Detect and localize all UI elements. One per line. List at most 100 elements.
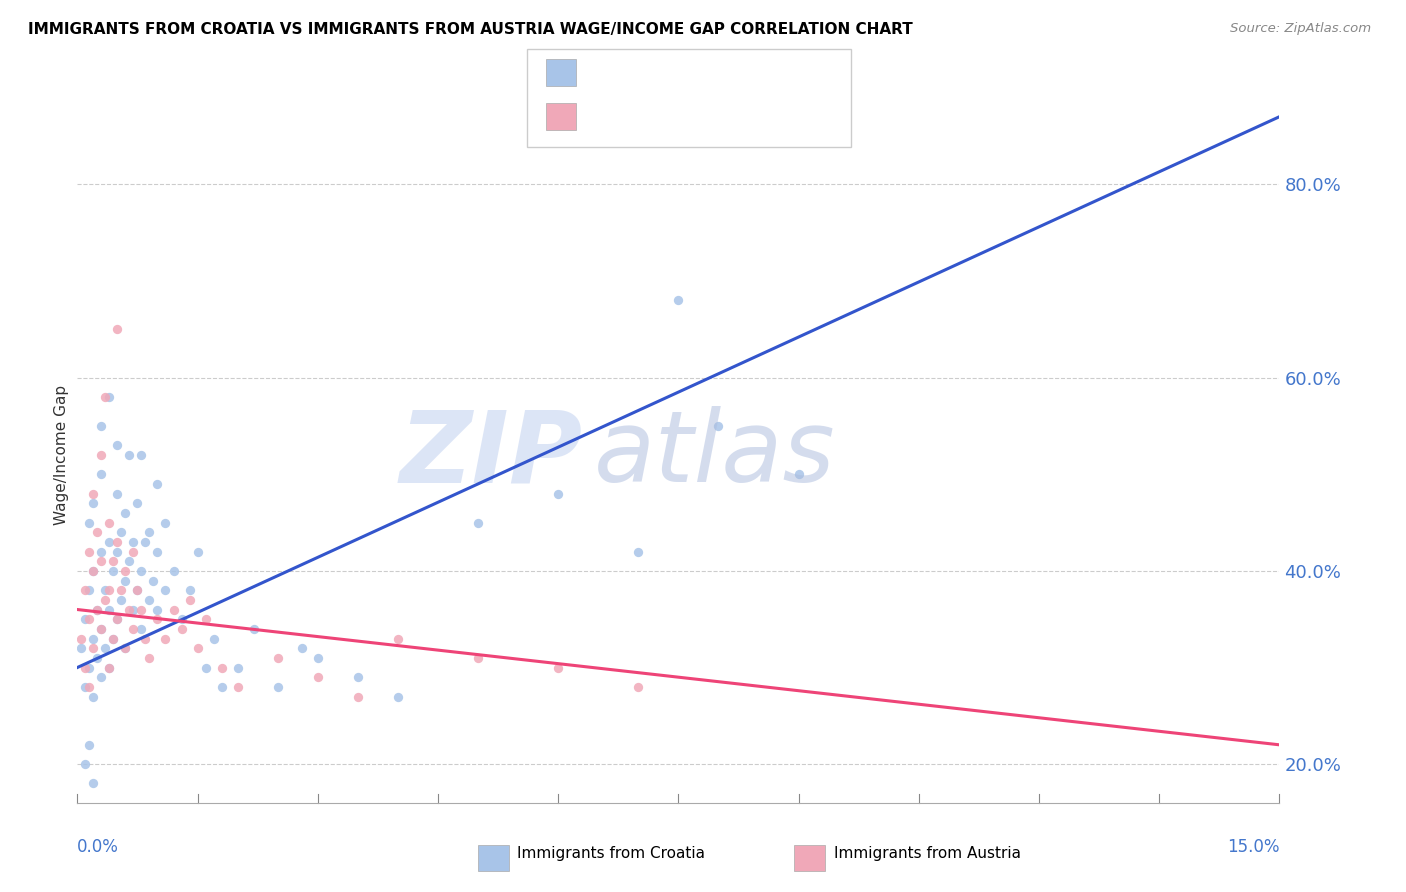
Text: R =  0.519   N = 75: R = 0.519 N = 75 bbox=[588, 67, 778, 85]
Point bbox=[170, 622, 193, 636]
Point bbox=[134, 632, 156, 646]
Point bbox=[82, 632, 104, 646]
Point bbox=[307, 651, 329, 665]
Text: 0.0%: 0.0% bbox=[77, 838, 120, 855]
Point bbox=[98, 660, 121, 674]
Point bbox=[114, 641, 136, 656]
Point bbox=[627, 544, 650, 558]
Point bbox=[110, 592, 132, 607]
Point bbox=[127, 496, 149, 510]
Point bbox=[82, 641, 104, 656]
Text: IMMIGRANTS FROM CROATIA VS IMMIGRANTS FROM AUSTRIA WAGE/INCOME GAP CORRELATION C: IMMIGRANTS FROM CROATIA VS IMMIGRANTS FR… bbox=[28, 22, 912, 37]
Text: Immigrants from Croatia: Immigrants from Croatia bbox=[517, 847, 706, 861]
Point bbox=[155, 632, 177, 646]
Point bbox=[547, 660, 569, 674]
Point bbox=[387, 690, 409, 704]
Point bbox=[146, 602, 169, 616]
Point bbox=[82, 486, 104, 500]
Point bbox=[103, 632, 125, 646]
Point bbox=[179, 592, 201, 607]
Point bbox=[122, 602, 145, 616]
Point bbox=[267, 680, 290, 694]
Point bbox=[467, 516, 489, 530]
Point bbox=[82, 690, 104, 704]
Point bbox=[668, 293, 690, 308]
Y-axis label: Wage/Income Gap: Wage/Income Gap bbox=[53, 384, 69, 525]
Point bbox=[170, 612, 193, 626]
Point bbox=[211, 680, 233, 694]
Point bbox=[75, 680, 97, 694]
Point bbox=[86, 525, 108, 540]
Point bbox=[110, 525, 132, 540]
Text: Immigrants from Austria: Immigrants from Austria bbox=[834, 847, 1021, 861]
Point bbox=[82, 496, 104, 510]
Point bbox=[138, 651, 160, 665]
Point bbox=[347, 670, 370, 684]
Point bbox=[90, 554, 112, 568]
Point bbox=[79, 544, 101, 558]
Point bbox=[122, 534, 145, 549]
Point bbox=[82, 564, 104, 578]
Point bbox=[107, 612, 129, 626]
Point bbox=[202, 632, 225, 646]
Point bbox=[94, 583, 117, 598]
Point bbox=[118, 554, 141, 568]
Point bbox=[194, 660, 217, 674]
Point bbox=[122, 544, 145, 558]
Point bbox=[787, 467, 810, 482]
Point bbox=[107, 544, 129, 558]
Point bbox=[194, 612, 217, 626]
Point bbox=[98, 516, 121, 530]
Point bbox=[291, 641, 314, 656]
Point bbox=[82, 776, 104, 790]
Point bbox=[94, 390, 117, 404]
Point bbox=[146, 476, 169, 491]
Point bbox=[90, 622, 112, 636]
Point bbox=[134, 534, 156, 549]
Point bbox=[138, 592, 160, 607]
Text: 15.0%: 15.0% bbox=[1227, 838, 1279, 855]
Text: R = -0.135   N = 52: R = -0.135 N = 52 bbox=[588, 112, 778, 129]
Point bbox=[107, 486, 129, 500]
Point bbox=[226, 660, 249, 674]
Point bbox=[114, 641, 136, 656]
Point bbox=[75, 612, 97, 626]
Point bbox=[179, 583, 201, 598]
Point bbox=[90, 670, 112, 684]
Point bbox=[146, 544, 169, 558]
Point bbox=[114, 506, 136, 520]
Point bbox=[98, 583, 121, 598]
Point bbox=[155, 583, 177, 598]
Point bbox=[86, 602, 108, 616]
Point bbox=[90, 448, 112, 462]
Point bbox=[131, 602, 153, 616]
Point bbox=[155, 516, 177, 530]
Point bbox=[114, 574, 136, 588]
Point bbox=[90, 419, 112, 434]
Point bbox=[187, 641, 209, 656]
Point bbox=[107, 612, 129, 626]
Point bbox=[118, 602, 141, 616]
Text: Source: ZipAtlas.com: Source: ZipAtlas.com bbox=[1230, 22, 1371, 36]
Point bbox=[387, 632, 409, 646]
Point bbox=[98, 602, 121, 616]
Point bbox=[347, 690, 370, 704]
Point bbox=[211, 660, 233, 674]
Point bbox=[467, 651, 489, 665]
Point bbox=[75, 583, 97, 598]
Point bbox=[98, 660, 121, 674]
Point bbox=[90, 467, 112, 482]
Point bbox=[90, 544, 112, 558]
Point bbox=[162, 602, 184, 616]
Point bbox=[79, 516, 101, 530]
Point bbox=[242, 622, 264, 636]
Point bbox=[79, 738, 101, 752]
Point bbox=[79, 612, 101, 626]
Point bbox=[131, 448, 153, 462]
Point bbox=[86, 651, 108, 665]
Point bbox=[127, 583, 149, 598]
Point bbox=[114, 564, 136, 578]
Point bbox=[122, 622, 145, 636]
Point bbox=[75, 660, 97, 674]
Point bbox=[107, 873, 129, 888]
